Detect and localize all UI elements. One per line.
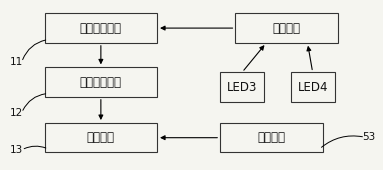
Bar (220, 72, 264, 102)
Text: 分压取样模块: 分压取样模块 (80, 75, 122, 89)
Text: 11: 11 (10, 57, 23, 67)
Bar (236, 13, 339, 43)
Text: 基准电压模块: 基准电压模块 (80, 22, 122, 35)
Bar (44, 13, 157, 43)
Text: LED4: LED4 (298, 81, 328, 94)
Text: 比较模块: 比较模块 (87, 131, 115, 144)
Bar (291, 72, 335, 102)
Bar (220, 123, 323, 152)
Text: LED3: LED3 (227, 81, 257, 94)
Bar (44, 123, 157, 152)
Text: 12: 12 (10, 108, 23, 118)
Text: 检测单元: 检测单元 (258, 131, 286, 144)
Bar (44, 67, 157, 97)
Text: 13: 13 (10, 145, 23, 155)
Text: 供电网络: 供电网络 (273, 22, 301, 35)
Text: 53: 53 (362, 132, 376, 142)
